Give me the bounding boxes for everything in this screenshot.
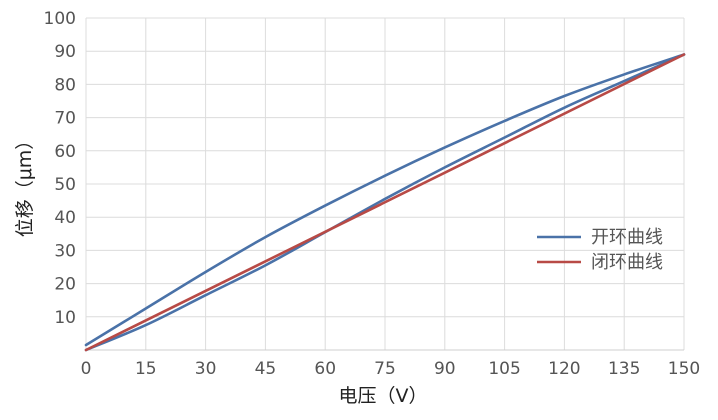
y-tick-label-9: 100 [44,9,76,29]
x-tick-label-2: 30 [195,359,217,379]
y-tick-label-5: 60 [54,142,76,162]
x-axis-title: 电压（V） [339,385,428,407]
legend-label-1: 闭环曲线 [591,252,663,273]
x-tick-label-6: 90 [434,359,456,379]
x-tick-label-9: 135 [608,359,640,379]
y-tick-label-4: 50 [54,175,76,195]
x-tick-label-8: 120 [548,359,580,379]
x-tick-label-5: 75 [374,359,396,379]
y-tick-label-2: 30 [54,241,76,261]
x-tick-label-0: 0 [81,359,92,379]
y-tick-label-7: 80 [54,75,76,95]
y-tick-label-0: 10 [54,308,76,328]
y-axis-title: 位移（μm） [14,131,36,238]
x-tick-label-10: 150 [668,359,700,379]
x-tick-label-1: 15 [135,359,157,379]
legend-label-0: 开环曲线 [591,227,663,248]
y-tick-label-8: 90 [54,42,76,62]
x-tick-label-7: 105 [488,359,520,379]
x-tick-label-3: 45 [255,359,277,379]
y-tick-label-3: 40 [54,208,76,228]
y-tick-label-6: 70 [54,109,76,129]
x-tick-label-4: 60 [314,359,336,379]
grid-lines [86,18,684,350]
y-tick-label-1: 20 [54,275,76,295]
